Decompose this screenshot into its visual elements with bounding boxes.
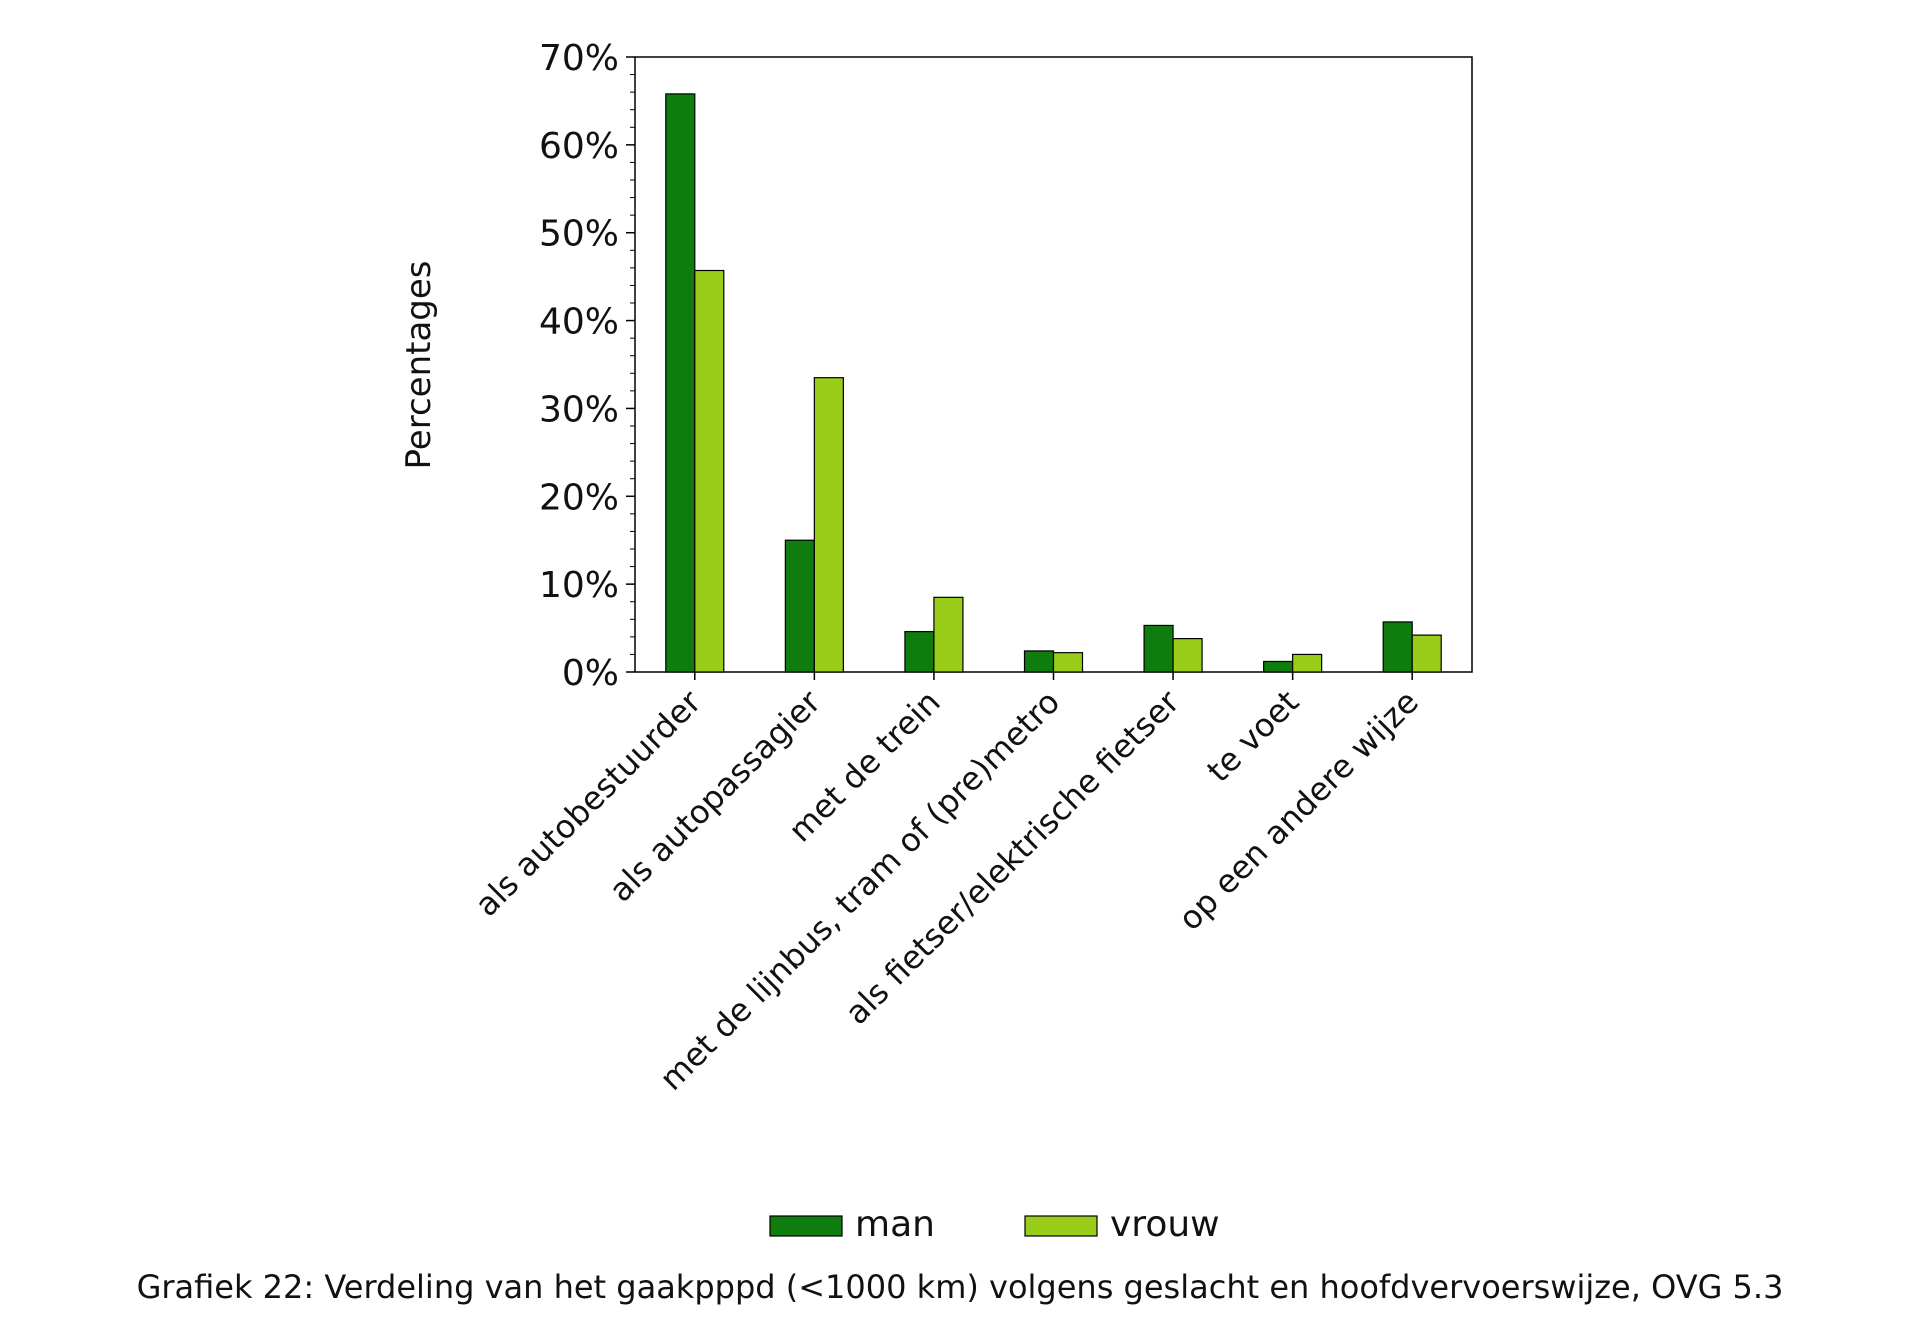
bar-man <box>1382 621 1413 673</box>
legend-swatch-vrouw <box>1024 1215 1098 1237</box>
bar-vrouw <box>1411 634 1442 673</box>
bar-man <box>1263 660 1294 673</box>
legend-label-man: man <box>855 1204 935 1245</box>
legend-swatch-man <box>769 1215 843 1237</box>
x-category-label: op een andere wijze <box>1171 683 1426 938</box>
bar-vrouw <box>1052 652 1084 673</box>
y-tick-label: 70% <box>539 38 619 79</box>
bar-man <box>904 630 935 673</box>
y-tick-label: 60% <box>539 126 619 167</box>
x-category-label: als autopassagier <box>602 682 829 909</box>
y-tick-label: 50% <box>539 214 619 255</box>
plot-area: 0% 10% 20% 30% 40% 50% 60% 70% als autobestuurde… <box>467 38 1473 1245</box>
bar-man <box>1023 650 1055 673</box>
plot-frame <box>634 56 1473 673</box>
bar-man <box>665 93 696 673</box>
bar-man <box>784 539 815 673</box>
y-tick-label: 10% <box>539 565 619 606</box>
legend-label-vrouw: vrouw <box>1110 1204 1220 1245</box>
bar-man <box>1143 624 1174 673</box>
bar-vrouw <box>694 269 725 673</box>
y-tick-label: 30% <box>539 389 619 430</box>
bar-vrouw <box>1292 653 1323 673</box>
figure-caption: Grafiek 22: Verdeling van het gaakpppd (… <box>136 1268 1784 1306</box>
y-axis-title: Percentages <box>399 261 439 470</box>
y-tick-label: 40% <box>539 302 619 343</box>
x-category-label: te voet <box>1199 683 1306 790</box>
x-category-label: als autobestuurder <box>467 682 709 924</box>
bar-vrouw <box>813 377 844 673</box>
bar-vrouw <box>1172 638 1203 673</box>
y-tick-label: 20% <box>539 477 619 518</box>
y-tick-label: 0% <box>562 653 619 694</box>
bar-vrouw <box>933 596 964 673</box>
